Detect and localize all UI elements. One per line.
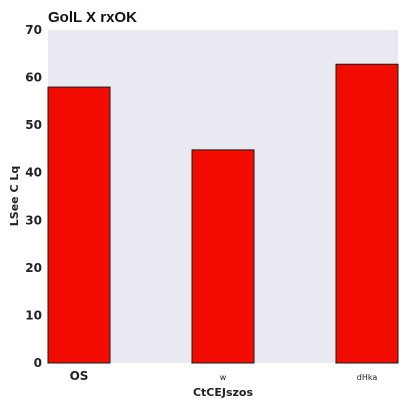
x-axis-ticks: OS w dHka [70, 369, 378, 383]
y-tick-label: 10 [25, 308, 42, 322]
bar-w [191, 149, 255, 364]
bar-os [47, 86, 111, 364]
x-tick-label: w [220, 373, 227, 382]
y-axis-ticks: 0 10 20 30 40 50 60 70 [25, 23, 42, 370]
y-tick-label: 60 [25, 71, 42, 85]
bar-dhka [335, 63, 399, 364]
y-tick-label: 40 [25, 166, 42, 180]
x-axis-label: CtCEJszos [193, 386, 254, 399]
y-tick-label: 0 [34, 356, 42, 370]
y-tick-label: 20 [25, 261, 42, 275]
y-tick-label: 70 [25, 23, 42, 37]
bars-group [47, 63, 399, 364]
x-tick-label: OS [70, 369, 89, 383]
y-tick-label: 50 [25, 118, 42, 132]
x-tick-label: dHka [357, 373, 378, 382]
y-tick-label: 30 [25, 213, 42, 227]
y-axis-label: LSee C Lq [8, 166, 21, 226]
chart-title: GolL X rxOK [48, 9, 137, 26]
